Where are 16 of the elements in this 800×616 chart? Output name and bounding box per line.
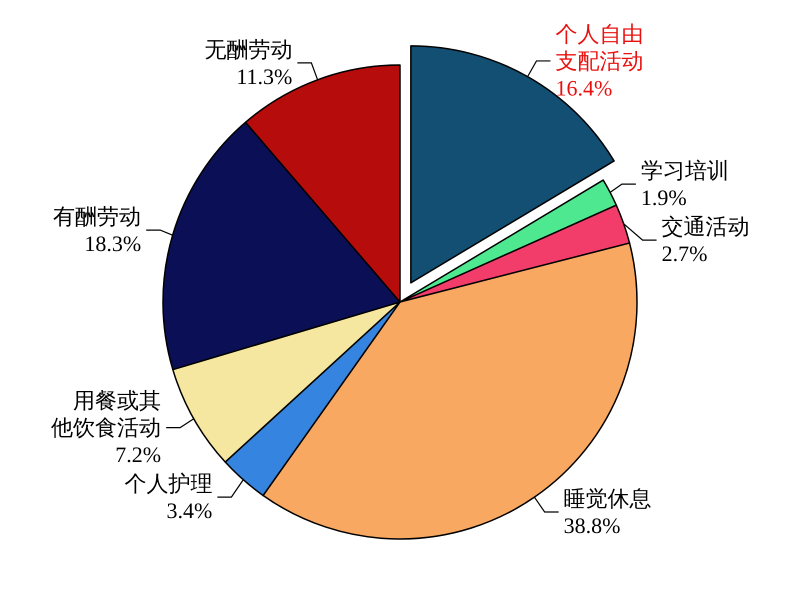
slice-label: 有酬劳动	[53, 204, 142, 230]
data-label: 11.3%	[236, 64, 292, 89]
slice-label: 睡觉休息	[564, 486, 652, 511]
data-label: 38.8%	[564, 513, 620, 538]
data-label: 16.4%	[555, 75, 612, 100]
data-label: 1.9%	[640, 185, 687, 210]
data-label: 18.3%	[84, 231, 142, 256]
slice-label: 用餐或其他饮食活动	[51, 388, 162, 440]
slice-label: 学习培训	[640, 158, 729, 184]
slice-label: 交通活动	[662, 214, 750, 240]
slice-label: 个人护理	[124, 471, 212, 496]
slice-label: 无酬劳动	[204, 36, 292, 62]
data-label: 7.2%	[115, 442, 162, 468]
data-label: 2.7%	[662, 241, 708, 266]
slice-label: 个人自由支配活动	[555, 21, 644, 74]
data-label: 3.4%	[166, 498, 212, 524]
